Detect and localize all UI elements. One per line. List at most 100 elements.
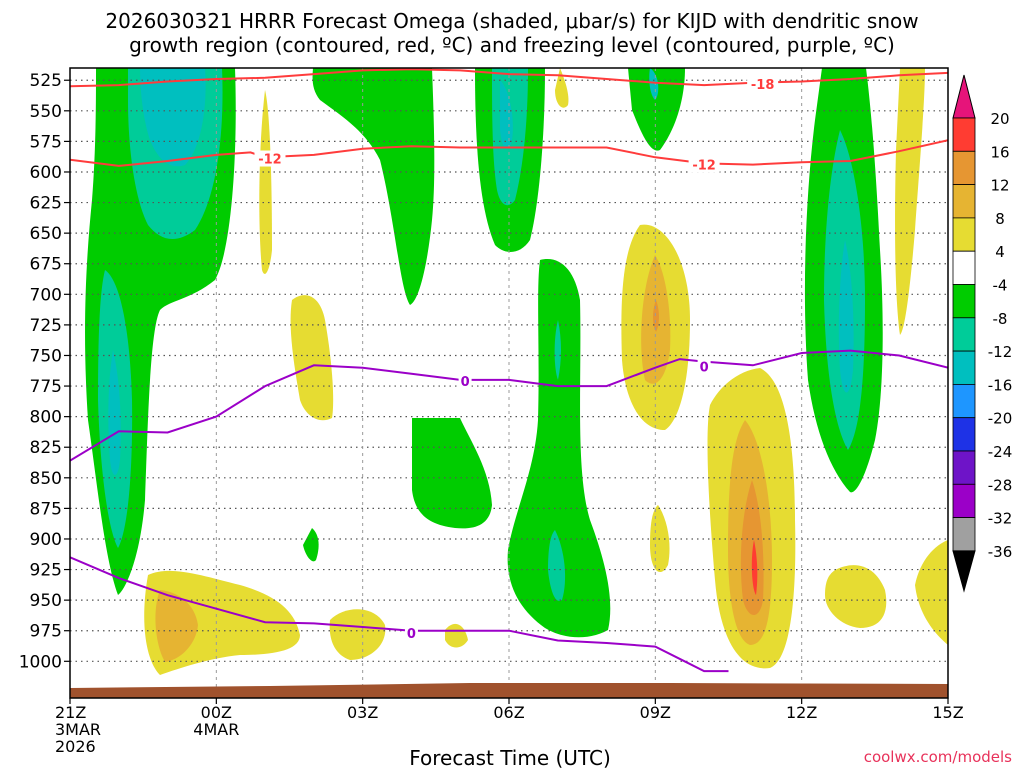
omega-region-negative bbox=[500, 80, 513, 149]
omega-region-positive bbox=[825, 565, 887, 628]
colorbar-segment bbox=[952, 117, 976, 152]
y-tick-label: 875 bbox=[30, 499, 62, 519]
freezing-level-contours: 0 0 0 bbox=[70, 349, 948, 673]
colorbar-segment bbox=[952, 517, 976, 552]
colorbar-label: -8 bbox=[993, 310, 1008, 328]
y-tick-label: 575 bbox=[30, 132, 62, 152]
colorbar-label: -36 bbox=[988, 543, 1013, 561]
colorbar-label: -28 bbox=[988, 476, 1013, 494]
y-tick-label: 600 bbox=[30, 163, 62, 183]
y-tick-label: 1000 bbox=[19, 652, 62, 672]
colorbar: 20 16 12 8 4 -4 -8 -12 -16 -20 -24 -28 -32 -36 bbox=[952, 74, 1013, 593]
omega-region-positive bbox=[895, 68, 925, 335]
contour-line bbox=[70, 68, 948, 88]
contour-label: 0 bbox=[461, 375, 470, 390]
x-tick-label: 03Z bbox=[347, 703, 378, 722]
y-tick-label: 775 bbox=[30, 377, 62, 397]
contour-label-bg bbox=[404, 625, 418, 642]
title-line-1: 2026030321 HRRR Forecast Omega (shaded, … bbox=[105, 9, 918, 33]
colorbar-label: -24 bbox=[988, 443, 1013, 461]
y-tick-label: 625 bbox=[30, 194, 62, 214]
colorbar-segment bbox=[952, 317, 976, 352]
contour-label: -12 bbox=[258, 153, 282, 168]
x-tick-label: 15Z bbox=[932, 703, 963, 722]
source-credit: coolwx.com/models bbox=[864, 748, 1012, 766]
x-tick-label: 21Z bbox=[55, 703, 86, 722]
colorbar-segment bbox=[952, 184, 976, 219]
x-tick-label: 00Z bbox=[201, 703, 232, 722]
y-tick-label: 800 bbox=[30, 408, 62, 428]
omega-region-negative bbox=[303, 528, 319, 562]
y-tick-label: 725 bbox=[30, 316, 62, 336]
contour-line bbox=[70, 349, 948, 462]
colorbar-label: -12 bbox=[988, 343, 1013, 361]
grid bbox=[70, 68, 948, 698]
contour-label: -12 bbox=[692, 159, 716, 174]
y-tick-label: 750 bbox=[30, 346, 62, 366]
colorbar-segment bbox=[952, 350, 976, 385]
x-tick-label: 06Z bbox=[493, 703, 524, 722]
omega-region-positive bbox=[329, 609, 386, 660]
colorbar-cap-bottom bbox=[952, 550, 976, 593]
title-line-2: growth region (contoured, red, ºC) and f… bbox=[129, 33, 895, 57]
y-tick-label: 850 bbox=[30, 469, 62, 489]
y-tick-label: 825 bbox=[30, 438, 62, 458]
contour-label: -18 bbox=[751, 78, 775, 93]
colorbar-segment bbox=[952, 217, 976, 252]
omega-region-positive bbox=[653, 300, 659, 332]
colorbar-segment bbox=[952, 150, 976, 186]
omega-region-positive bbox=[915, 540, 948, 645]
dgz-contours: -18 -12 -12 bbox=[70, 68, 948, 174]
y-tick-label: 650 bbox=[30, 224, 62, 244]
contour-label-bg bbox=[458, 373, 472, 390]
omega-region-negative bbox=[108, 350, 121, 475]
y-tick-label: 700 bbox=[30, 285, 62, 305]
omega-region-negative bbox=[554, 320, 561, 380]
colorbar-label: 20 bbox=[990, 110, 1009, 128]
colorbar-label: -20 bbox=[988, 410, 1013, 428]
colorbar-segment bbox=[952, 483, 976, 518]
y-tick-label: 675 bbox=[30, 255, 62, 275]
colorbar-label: -4 bbox=[993, 277, 1008, 295]
omega-region-negative bbox=[838, 240, 854, 393]
contour-line bbox=[70, 556, 729, 673]
colorbar-label: -32 bbox=[988, 510, 1013, 528]
x-tick-label: 4MAR bbox=[193, 720, 239, 739]
y-tick-label: 950 bbox=[30, 591, 62, 611]
omega-shading bbox=[85, 68, 948, 675]
plot-area: -18 -12 -12 0 0 0 bbox=[70, 68, 948, 698]
y-tick-label: 550 bbox=[30, 102, 62, 122]
omega-region-positive bbox=[259, 90, 272, 274]
colorbar-segment bbox=[952, 284, 976, 319]
contour-label-bg bbox=[688, 156, 720, 173]
x-tick-label: 3MAR bbox=[55, 720, 101, 739]
colorbar-label: 16 bbox=[990, 143, 1009, 161]
colorbar-label: 12 bbox=[990, 177, 1009, 195]
omega-region-positive bbox=[555, 68, 569, 108]
omega-region-negative bbox=[507, 259, 611, 638]
colorbar-segment bbox=[952, 383, 976, 419]
omega-region-positive bbox=[740, 480, 764, 615]
contour-label-bg bbox=[254, 150, 286, 167]
colorbar-label: 8 bbox=[995, 210, 1005, 228]
omega-region-negative bbox=[412, 418, 492, 529]
colorbar-label: -16 bbox=[988, 376, 1013, 394]
omega-region-negative bbox=[548, 530, 566, 601]
x-tick-label: 12Z bbox=[786, 703, 817, 722]
colorbar-segment bbox=[952, 450, 976, 485]
colorbar-segment bbox=[952, 250, 976, 285]
x-tick-label: 09Z bbox=[640, 703, 671, 722]
colorbar-cap-top bbox=[952, 74, 976, 119]
ground-surface bbox=[70, 683, 948, 698]
omega-region-positive bbox=[155, 590, 198, 662]
colorbar-segment bbox=[952, 417, 976, 452]
colorbar-label: 4 bbox=[995, 243, 1005, 261]
omega-region-negative bbox=[649, 68, 659, 100]
omega-region-negative bbox=[628, 68, 685, 151]
omega-region-positive bbox=[290, 295, 334, 421]
contour-label: 0 bbox=[700, 360, 709, 375]
x-axis-label: Forecast Time (UTC) bbox=[409, 746, 611, 768]
omega-region-negative bbox=[140, 68, 206, 167]
